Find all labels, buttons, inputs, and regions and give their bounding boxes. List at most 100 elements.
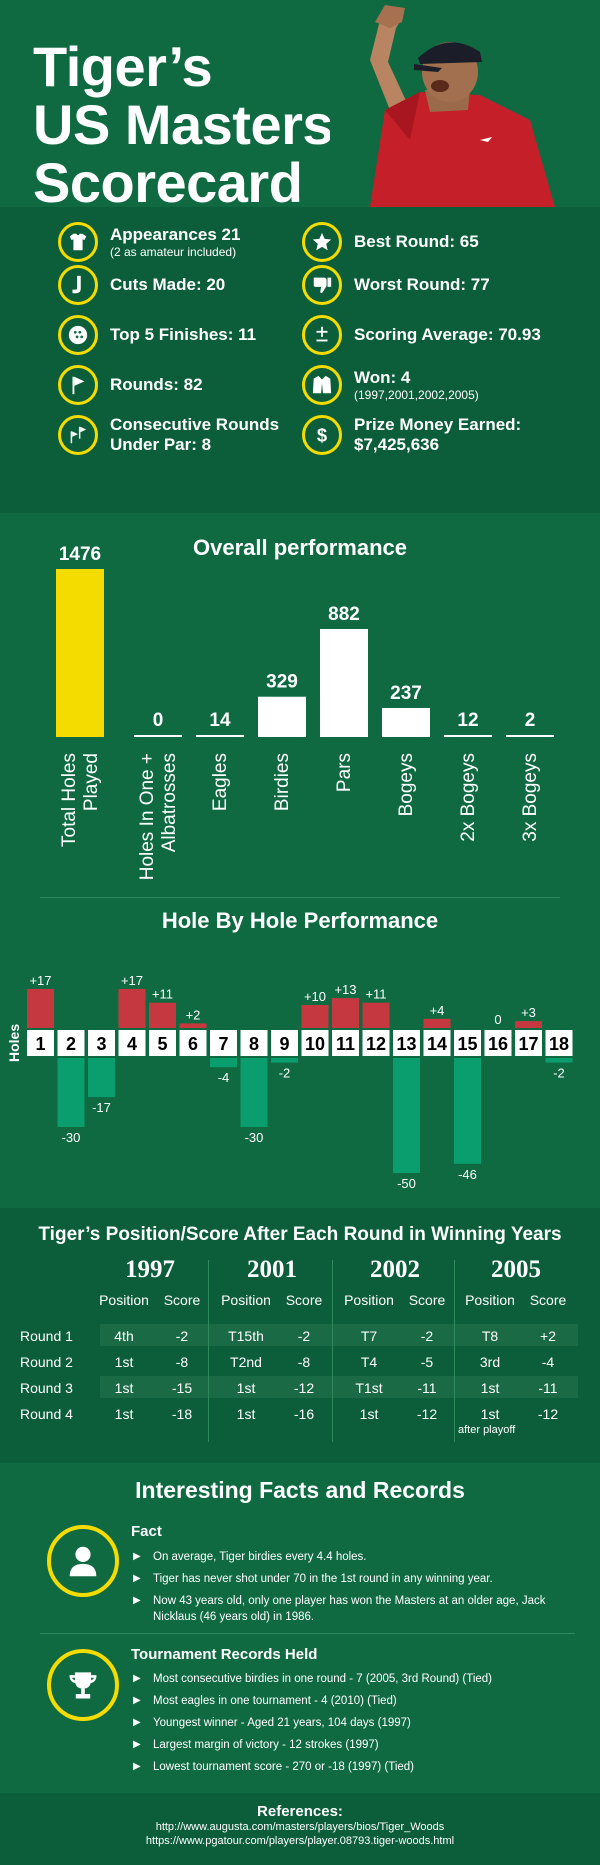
position-column-header: Position xyxy=(465,1292,515,1308)
hole-number-box xyxy=(57,1030,85,1056)
position-cell: T8 xyxy=(481,1328,499,1344)
hole-value-label: -2 xyxy=(553,1066,565,1081)
fact-list: On average, Tiger birdies every 4.4 hole… xyxy=(131,1549,571,1631)
stat-scoring-average: Scoring Average: 70.93 xyxy=(302,315,541,355)
position-cell: 1st xyxy=(114,1380,134,1396)
svg-text:2x Bogeys: 2x Bogeys xyxy=(458,753,479,842)
golf-club-icon xyxy=(58,265,98,305)
bar xyxy=(134,735,182,737)
score-column-header: Score xyxy=(163,1292,201,1308)
year-header: 2001 xyxy=(247,1256,297,1283)
row-band xyxy=(100,1376,578,1398)
bar-value-label: 237 xyxy=(390,683,422,704)
fact-item: Now 43 years old, only one player has wo… xyxy=(131,1593,571,1625)
svg-text:Eagles: Eagles xyxy=(210,753,231,811)
position-cell: 1st xyxy=(114,1354,134,1370)
stat-sub: (2 as amateur included) xyxy=(110,245,237,259)
bar-value-label: 329 xyxy=(266,672,298,693)
hole-number: 13 xyxy=(396,1034,416,1054)
svg-text:Holes In One +: Holes In One + xyxy=(137,753,158,880)
hole-number: 14 xyxy=(427,1034,447,1054)
position-cell: 1st xyxy=(480,1406,500,1422)
hole-value-label: +10 xyxy=(304,989,326,1004)
stat-cuts: Cuts Made: 20 xyxy=(58,265,225,305)
hole-number: 12 xyxy=(366,1034,386,1054)
hole-number-box xyxy=(332,1030,359,1056)
bar xyxy=(56,569,104,737)
stat-label: Cuts Made: 20 xyxy=(110,275,226,294)
hbh-title: Hole By Hole Performance xyxy=(161,908,439,933)
bar xyxy=(506,735,554,737)
reference-link[interactable]: http://www.augusta.com/masters/players/b… xyxy=(155,1821,445,1833)
overall-performance-section: Overall performance 1476 Total Holes Playe… xyxy=(0,513,600,898)
position-cell: T2nd xyxy=(230,1354,262,1370)
hole-number-box xyxy=(179,1030,207,1056)
hole-value-label: -30 xyxy=(62,1130,81,1145)
record-item: Largest margin of victory - 12 strokes (… xyxy=(131,1737,571,1753)
svg-text:Bogeys: Bogeys xyxy=(396,753,417,816)
holes-axis-label: Holes xyxy=(6,1024,22,1062)
hole-number: 3 xyxy=(96,1034,106,1054)
references-title: References: xyxy=(257,1803,343,1820)
hole-number-box xyxy=(27,1030,54,1056)
jacket-icon xyxy=(302,365,342,405)
hole-number-box xyxy=(545,1030,573,1056)
column-separator xyxy=(454,1260,455,1442)
year-header: 2005 xyxy=(491,1256,541,1283)
position-cell: 3rd xyxy=(479,1354,501,1370)
svg-text:Birdies: Birdies xyxy=(272,753,293,811)
hole-number: 9 xyxy=(279,1034,289,1054)
hole-number: 4 xyxy=(127,1034,137,1054)
hole-number-box xyxy=(118,1030,146,1056)
score-cell: -2 xyxy=(420,1328,434,1344)
position-column-header: Position xyxy=(99,1292,149,1308)
stat-label: Worst Round: 77 xyxy=(354,275,490,294)
record-item: Lowest tournament score - 270 or -18 (19… xyxy=(131,1759,571,1775)
score-cell: -18 xyxy=(171,1406,193,1422)
hole-value-label: +17 xyxy=(121,973,143,988)
hole-value-label: +2 xyxy=(186,1007,201,1022)
star-icon xyxy=(302,222,342,262)
hole-positive-bar xyxy=(179,1023,207,1028)
position-column-header: Position xyxy=(344,1292,394,1308)
score-cell: -2 xyxy=(175,1328,189,1344)
score-column-header: Score xyxy=(529,1292,567,1308)
hole-number-box xyxy=(301,1030,329,1056)
stat-won: Won: 4 (1997,2001,2002,2005) xyxy=(302,365,479,405)
category-label: Birdies xyxy=(272,753,293,811)
category-label: 3x Bogeys xyxy=(520,753,541,842)
round-label: Round 4 xyxy=(20,1406,73,1422)
hole-negative-bar xyxy=(210,1058,237,1068)
fact-heading: Fact xyxy=(131,1523,162,1540)
hero-section: Tiger’s US Masters Scorecard xyxy=(0,0,600,212)
hole-value-label: 0 xyxy=(494,1012,501,1027)
shirt-icon xyxy=(58,222,98,262)
position-cell: T15th xyxy=(228,1328,264,1344)
hole-by-hole-section: Hole By Hole Performance Holes +17 1 -30 2 -1… xyxy=(0,898,600,1208)
score-cell: -8 xyxy=(297,1354,311,1370)
stat-label: Scoring Average: 70.93 xyxy=(354,325,541,344)
score-cell: -4 xyxy=(541,1354,555,1370)
hole-negative-bar xyxy=(88,1058,115,1098)
stats-section: Appearances 21 (2 as amateur included) C… xyxy=(0,207,600,513)
stat-sub: (1997,2001,2002,2005) xyxy=(354,388,479,402)
trophy-icon xyxy=(47,1649,119,1721)
hole-positive-bar xyxy=(118,988,146,1028)
position-cell: T4 xyxy=(360,1354,378,1370)
position-cell: 4th xyxy=(114,1328,134,1344)
hole-value-label: +3 xyxy=(521,1005,536,1020)
hole-number: 2 xyxy=(66,1034,76,1054)
category-label: Eagles xyxy=(210,753,231,811)
hole-number-box xyxy=(454,1030,481,1056)
hole-number: 7 xyxy=(218,1034,228,1054)
score-cell: -11 xyxy=(538,1380,558,1396)
year-header: 1997 xyxy=(125,1256,175,1283)
stat-top5: Top 5 Finishes: 11 xyxy=(58,315,256,355)
reference-link[interactable]: https://www.pgatour.com/players/player.0… xyxy=(145,1835,455,1847)
person-icon xyxy=(47,1525,119,1597)
bar-value-label: 882 xyxy=(328,604,360,625)
score-column-header: Score xyxy=(285,1292,323,1308)
dollar-icon: $ xyxy=(302,415,342,455)
score-cell: -12 xyxy=(416,1406,438,1422)
hole-number-box xyxy=(515,1030,542,1056)
